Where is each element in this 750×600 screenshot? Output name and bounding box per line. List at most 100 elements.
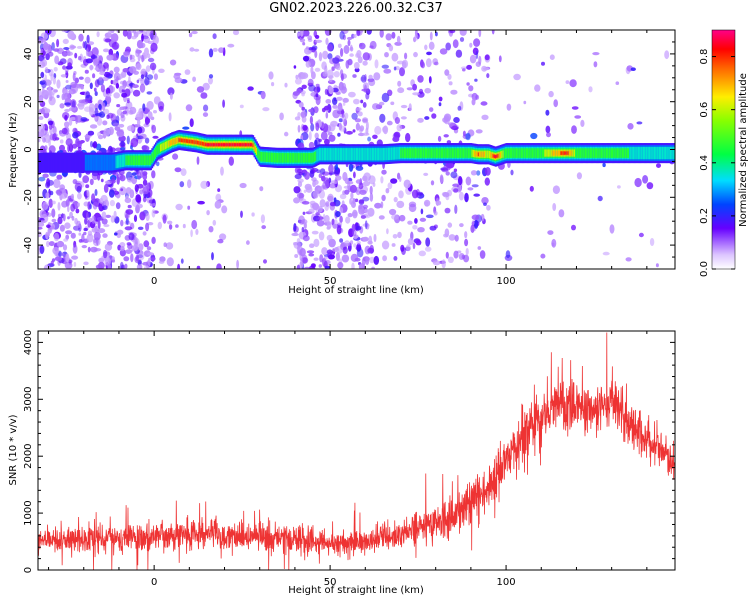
spectrogram-trace-cell-1040	[339, 148, 342, 161]
spectrogram-noise-blob-939	[246, 240, 250, 245]
spectrogram-trace-cell-832	[269, 152, 272, 163]
spectrogram-noise-blob-1579	[465, 176, 472, 186]
spectrogram-noise-blob-1301	[102, 233, 108, 238]
spectrogram-trace-cell-1100	[364, 148, 367, 161]
spectrogram-noise-blob-1832	[76, 83, 84, 89]
spectrogram-noise-blob-1556	[136, 203, 143, 209]
spectrogram-noise-blob-1709	[116, 176, 120, 185]
spectrogram-noise-blob-1548	[455, 49, 463, 58]
spectrogram-noise-blob-1109	[373, 255, 380, 265]
spectrogram-trace-cell-238	[162, 143, 165, 151]
spectrogram-trace-cell-2011	[621, 148, 624, 158]
spectrogram-trace-cell-1004	[325, 148, 327, 161]
spectrogram-trace-cell-1001	[323, 148, 326, 161]
snr-series-line	[38, 332, 675, 570]
spectrogram-noise-blob-1047	[46, 240, 50, 248]
spectrogram-trace-cell-1577	[503, 148, 506, 159]
spectrogram-noise-blob-1066	[132, 30, 137, 34]
spectrogram-noise-blob-1349	[137, 126, 143, 134]
spectrogram-trace-cell-1645	[524, 148, 527, 158]
spectrogram-trace-cell-1903	[588, 148, 591, 158]
spectrogram-noise-blob-30	[59, 103, 65, 109]
spectrogram-noise-blob-1547	[119, 261, 124, 269]
spectrogram-noise-blob-1855	[341, 82, 347, 91]
spectrogram-trace-cell-1348	[449, 148, 452, 158]
spectrogram-trace-cell-127	[129, 155, 131, 166]
spectrogram-noise-blob-1423	[358, 263, 365, 269]
spectrogram-trace-cell-147	[135, 155, 138, 166]
spectrogram-noise-blob-1545	[54, 55, 60, 65]
spectrogram-noise-blob-1863	[96, 236, 99, 246]
spectrogram-noise-blob-911	[471, 98, 476, 106]
spectrogram-trace-cell-1653	[527, 148, 529, 158]
spectrogram-noise-blob-1809	[143, 265, 150, 269]
spectrogram-noise-blob-1270	[212, 33, 217, 40]
spectrogram-noise-blob-13	[193, 48, 200, 52]
spectrogram-noise-blob-1367	[71, 216, 75, 221]
spectrogram-noise-blob-1634	[362, 118, 368, 122]
spectrogram-noise-blob-863	[116, 229, 124, 235]
spectrogram-trace-cell-1192	[401, 148, 404, 158]
spectrogram-trace-cell-1124	[374, 148, 377, 161]
colorbar: 0.0 0.2 0.4 0.6 0.8 Normalized spectral ampl…	[699, 29, 749, 277]
spectrogram-noise-blob-1181	[56, 79, 61, 89]
spectrogram-trace-cell-1995	[616, 148, 619, 158]
spectrogram-trace-cell-282	[172, 139, 175, 145]
spectrogram-noise-blob-976	[146, 91, 153, 95]
spectrogram-noise-blob-1341	[406, 87, 413, 91]
spectrogram-noise-blob-1810	[335, 163, 339, 171]
spectrogram-noise-blob-90	[398, 190, 404, 199]
spectrogram-trace-cell-771	[252, 143, 255, 147]
spectrogram-noise-blob-587	[316, 85, 321, 93]
spectrogram-noise-blob-1107	[141, 54, 145, 63]
spectrogram-noise-blob-1326	[145, 117, 151, 125]
spectrogram-trace-cell-880	[284, 153, 287, 163]
spectrogram-trace-cell-4	[42, 152, 45, 173]
spectrogram-noise-blob-1515	[251, 212, 255, 217]
spectrogram-noise-blob-990	[340, 73, 344, 81]
spectrogram-noise-blob-1811	[41, 80, 47, 89]
spectrogram-trace-cell-1839	[570, 150, 572, 156]
spectrogram-noise-blob-1234	[328, 164, 334, 174]
spectrogram-noise-blob-416	[498, 55, 502, 63]
spectrogram-noise-blob-1783	[48, 51, 54, 57]
spectrogram-noise-blob-244	[324, 215, 330, 223]
spectrogram-trace-cell-1308	[437, 148, 439, 158]
spectrogram-trace-cell-1481	[483, 151, 486, 157]
spectrogram-noise-blob-1240	[57, 241, 61, 247]
spectrogram-noise-blob-621	[381, 64, 389, 69]
spectrogram-noise-blob-1867	[53, 232, 60, 242]
spectrogram-trace-cell-1573	[502, 150, 505, 158]
spectrogram-noise-blob-1560	[74, 52, 78, 59]
spectrogram-noise-blob-322	[405, 132, 411, 143]
spectrogram-trace-cell-243	[163, 142, 166, 150]
spectrogram-noise-blob-918	[355, 107, 362, 111]
spectrogram-noise-blob-1550	[361, 88, 369, 92]
spectrogram-noise-blob-1318	[301, 201, 310, 205]
spectrogram-noise-blob-1704	[142, 186, 150, 195]
spectrogram-trace-cell-1109	[368, 148, 370, 161]
spectrogram-trace-cell-2043	[632, 146, 635, 160]
spectrogram-noise-blob-1183	[175, 203, 183, 211]
spectrogram-noise-blob-1060	[89, 64, 93, 71]
spectrogram-noise-blob-712	[411, 189, 419, 199]
spectrogram-noise-blob-318	[302, 42, 306, 46]
spectrogram-noise-blob-1519	[172, 153, 179, 160]
spectrogram-noise-blob-1530	[63, 47, 70, 50]
spectrogram-noise-blob-1086	[216, 263, 222, 269]
spectrogram-trace-cell-1943	[600, 148, 603, 158]
spectrogram-trace-cell-912	[294, 153, 297, 163]
spectrogram-trace-cell-175	[143, 155, 146, 166]
spectrogram-noise-blob-1305	[397, 231, 402, 239]
spectrogram-noise-blob-805	[310, 123, 315, 132]
spectrogram-noise-blob-1782	[545, 109, 550, 116]
spectrogram-noise-blob-1601	[196, 265, 201, 269]
spectrogram-trace-cell-81	[110, 154, 113, 171]
spectrogram-noise-blob-91	[333, 71, 340, 78]
spectrogram-noise-blob-1405	[202, 112, 209, 117]
spectrogram-noise-blob-1752	[314, 39, 323, 43]
spectrogram-trace-cell-14	[55, 152, 58, 173]
spectrogram-noise-blob-1696	[397, 87, 405, 94]
spectrogram-trace-cell-1617	[515, 148, 518, 158]
spectrogram-trace-cell-2109	[660, 146, 662, 160]
